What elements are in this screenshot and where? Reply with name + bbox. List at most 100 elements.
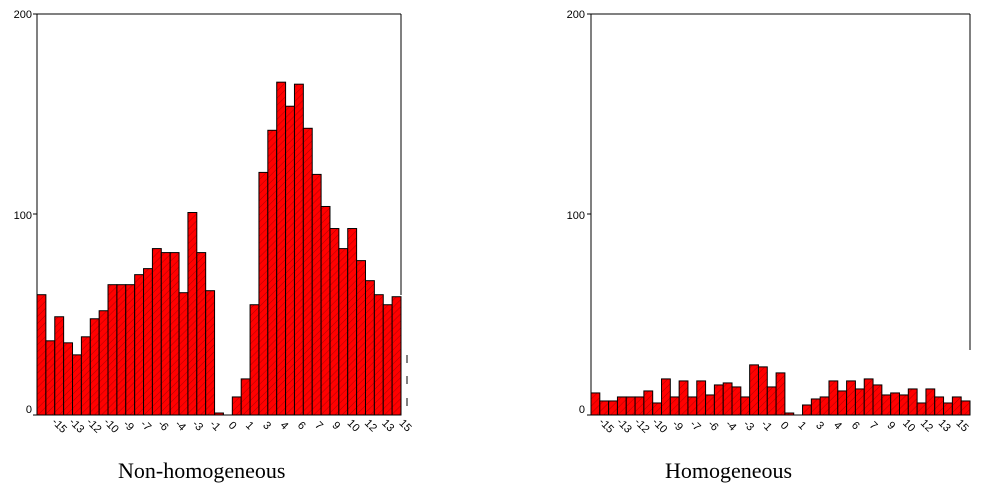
- bar: [329, 228, 340, 416]
- x-tick-label: -15: [596, 416, 616, 436]
- bar: [151, 248, 162, 416]
- bar: [240, 378, 251, 416]
- bar: [943, 402, 953, 416]
- bar: [713, 384, 724, 416]
- y-tick-label: 200: [14, 9, 32, 21]
- bar: [775, 372, 786, 416]
- bar: [643, 390, 654, 416]
- bar: [80, 336, 91, 416]
- bar: [178, 292, 189, 416]
- bar: [731, 386, 742, 416]
- bar: [63, 342, 74, 416]
- bar: [36, 294, 47, 416]
- x-tick-label: -10: [101, 416, 121, 436]
- x-tick-label: -13: [67, 416, 87, 436]
- bar: [757, 366, 768, 416]
- bar: [276, 81, 287, 416]
- bar: [231, 396, 242, 416]
- bar: [802, 404, 812, 416]
- bar: [669, 396, 680, 416]
- bar: [391, 296, 402, 416]
- bar: [687, 396, 698, 416]
- x-tick-labels: -15-13-12-10 -9 -7 -6 -4 -3 -1 0 1 3 4 6 7 9 10 12 13 15: [596, 416, 970, 436]
- y-tick-label: 100: [567, 210, 585, 222]
- bar: [134, 274, 145, 416]
- bar: [356, 260, 366, 416]
- x-tick-label: 15: [397, 417, 414, 434]
- bar: [196, 252, 207, 416]
- x-tick-label: 9: [330, 419, 343, 432]
- x-tick-label: -9: [121, 418, 136, 433]
- bar: [854, 388, 865, 416]
- bar: [828, 380, 839, 416]
- bar: [678, 380, 689, 416]
- caption-non-homogeneous: Non-homogeneous: [118, 458, 286, 483]
- x-tick-label: -13: [614, 416, 634, 436]
- x-tick-label: 13: [379, 417, 396, 434]
- bar: [338, 248, 349, 416]
- bar: [143, 268, 153, 416]
- bar: [616, 396, 627, 416]
- x-tick-label: 7: [867, 419, 880, 432]
- bar: [837, 390, 848, 416]
- bar: [267, 129, 278, 416]
- bar: [54, 316, 65, 416]
- x-tick-label: -4: [173, 418, 188, 433]
- y-tick-label: 0: [26, 404, 32, 416]
- bar: [881, 394, 892, 416]
- bar: [169, 252, 180, 416]
- bar: [951, 396, 962, 416]
- bar: [116, 284, 127, 416]
- bar: [740, 396, 751, 416]
- x-tick-label: 7: [312, 419, 325, 432]
- bar: [45, 340, 56, 416]
- bar: [661, 378, 671, 416]
- x-tick-label: 3: [813, 419, 826, 432]
- x-tick-label: -7: [138, 418, 153, 433]
- x-tick-label: -1: [759, 418, 774, 433]
- bar: [107, 284, 118, 416]
- bar-series: [36, 81, 402, 416]
- bar: [285, 105, 295, 416]
- bar: [320, 205, 331, 416]
- bar: [907, 388, 918, 416]
- x-tick-label: -7: [687, 418, 702, 433]
- x-tick-label: -1: [207, 418, 222, 433]
- x-tick-label: 15: [954, 417, 971, 434]
- bar: [258, 171, 269, 416]
- bar: [72, 354, 82, 416]
- bar: [810, 398, 821, 416]
- x-tick-label: 10: [900, 417, 917, 434]
- bar: [364, 280, 375, 416]
- bar: [722, 382, 733, 416]
- x-tick-label: 9: [885, 419, 898, 432]
- bar: [293, 83, 304, 416]
- bar: [125, 284, 136, 416]
- x-tick-labels: -15-13-12-10 -9 -7 -6 -4 -3 -1 0 1 3 4 6 7 9 10 12 13 15: [49, 416, 413, 436]
- x-tick-label: -3: [741, 418, 756, 433]
- bar: [863, 378, 874, 416]
- bar: [302, 127, 313, 416]
- x-tick-label: 13: [936, 417, 953, 434]
- bar: [749, 364, 759, 416]
- bar: [652, 402, 663, 416]
- bar: [382, 304, 393, 416]
- chart-homogeneous: 200 100 0 -15-13-12-10 -9 -7 -6 -4 -3 -1 0 1 3 4 6 7…: [567, 9, 971, 436]
- x-tick-label: -12: [632, 416, 652, 436]
- bar: [625, 396, 636, 416]
- x-tick-label: -9: [670, 418, 685, 433]
- x-tick-label: 6: [295, 419, 308, 432]
- x-tick-label: -4: [723, 418, 738, 433]
- bar: [311, 173, 322, 416]
- bar: [890, 392, 900, 416]
- bar: [590, 392, 601, 416]
- x-tick-label: 4: [278, 419, 291, 432]
- bar: [373, 294, 384, 416]
- bar: [98, 310, 109, 416]
- x-tick-label: 6: [849, 419, 862, 432]
- bar-series: [590, 364, 971, 416]
- x-tick-label: 4: [831, 419, 844, 432]
- bar: [766, 386, 777, 416]
- x-tick-label: 12: [362, 417, 379, 434]
- x-tick-label: 0: [778, 419, 791, 432]
